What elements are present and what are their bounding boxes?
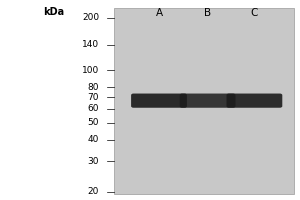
Text: 40: 40	[88, 135, 99, 144]
Text: C: C	[251, 8, 258, 18]
Text: kDa: kDa	[44, 7, 64, 17]
Text: 100: 100	[82, 66, 99, 75]
Text: 20: 20	[88, 188, 99, 196]
Text: 200: 200	[82, 14, 99, 22]
Text: 70: 70	[88, 93, 99, 102]
Text: B: B	[204, 8, 211, 18]
Text: A: A	[155, 8, 163, 18]
Text: 50: 50	[88, 118, 99, 127]
FancyBboxPatch shape	[180, 94, 236, 108]
FancyBboxPatch shape	[131, 94, 187, 108]
Text: 60: 60	[88, 104, 99, 113]
FancyBboxPatch shape	[226, 94, 282, 108]
Text: 80: 80	[88, 83, 99, 92]
Text: 30: 30	[88, 157, 99, 166]
FancyBboxPatch shape	[114, 8, 294, 194]
Text: 140: 140	[82, 40, 99, 49]
